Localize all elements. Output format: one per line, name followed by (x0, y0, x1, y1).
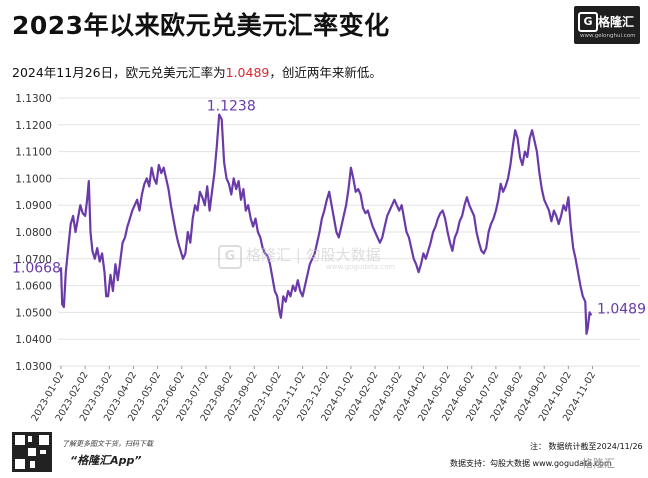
brand-logo: G 格隆汇 www.gelonghui.com (574, 6, 640, 44)
y-tick-label: 1.0400 (15, 334, 52, 346)
y-tick-label: 1.0600 (15, 281, 52, 293)
y-tick-label: 1.1100 (15, 147, 52, 159)
y-tick-label: 1.1200 (15, 120, 52, 132)
watermark-mark-icon: G (218, 245, 242, 269)
logo-text: 格隆汇 (598, 15, 635, 29)
logo-mark-icon: G (578, 12, 598, 32)
subtitle-highlight-value: 1.0489 (225, 65, 270, 80)
watermark: G 格隆汇 | 勾股大数据 www.gogudata.com (218, 244, 395, 271)
series-line-eurusd (59, 113, 593, 335)
y-tick-label: 1.1300 (15, 93, 52, 105)
watermark-url: www.gogudata.com (326, 263, 396, 271)
qr-code (12, 432, 52, 472)
chart-title: 2023年以来欧元兑美元汇率变化 (12, 11, 390, 40)
y-tick-label: 1.0700 (15, 254, 52, 266)
logo-url: www.gelonghui.com (580, 33, 636, 39)
data-annotation-label: 1.0489 (597, 301, 646, 317)
y-tick-label: 1.0300 (15, 361, 52, 373)
y-tick-label: 1.0500 (15, 307, 52, 319)
watermark-separator: | (291, 246, 306, 264)
data-annotation-label: 1.1238 (207, 99, 256, 115)
watermark-text: 格隆汇 (246, 246, 292, 264)
y-tick-label: 1.0800 (15, 227, 52, 239)
data-annotation-label: 1.0668 (12, 260, 61, 276)
y-tick-label: 1.0900 (15, 200, 52, 212)
bottom-brand-logo: 格隆汇 (582, 457, 615, 470)
data-note: 注： 数据统计截至2024/11/26 (530, 442, 643, 451)
data-source: 数据支持：勾股大数据 www.gogudata.com (450, 459, 612, 468)
watermark-text2: 勾股大数据 (305, 246, 381, 264)
qr-caption: 了解更多图文干货，扫码下载 (62, 440, 153, 448)
y-tick-label: 1.1000 (15, 173, 52, 185)
subtitle-text-end: ，创近两年来新低。 (269, 65, 382, 80)
subtitle-text: 2024年11月26日，欧元兑美元汇率为 (12, 65, 226, 80)
app-name: “格隆汇App” (70, 454, 142, 467)
chart-subtitle: 2024年11月26日，欧元兑美元汇率为1.0489，创近两年来新低。 (12, 62, 382, 81)
